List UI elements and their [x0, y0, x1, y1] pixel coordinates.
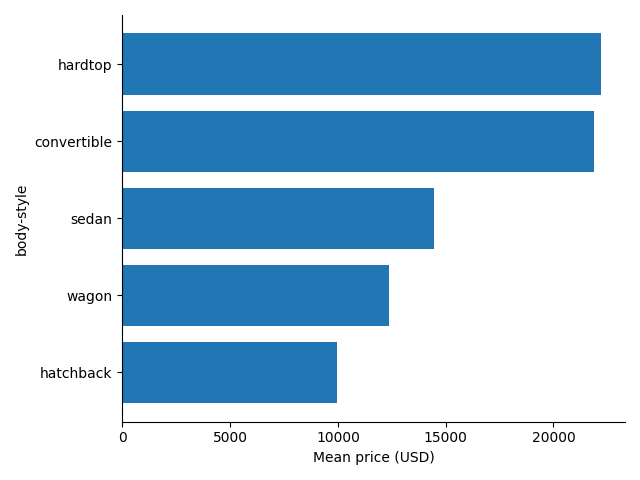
Y-axis label: body-style: body-style: [15, 182, 29, 254]
Bar: [122, 342, 337, 403]
Bar: [122, 34, 601, 95]
Bar: [122, 188, 434, 249]
Bar: [122, 110, 594, 172]
Bar: [122, 264, 389, 326]
X-axis label: Mean price (USD): Mean price (USD): [313, 451, 435, 465]
